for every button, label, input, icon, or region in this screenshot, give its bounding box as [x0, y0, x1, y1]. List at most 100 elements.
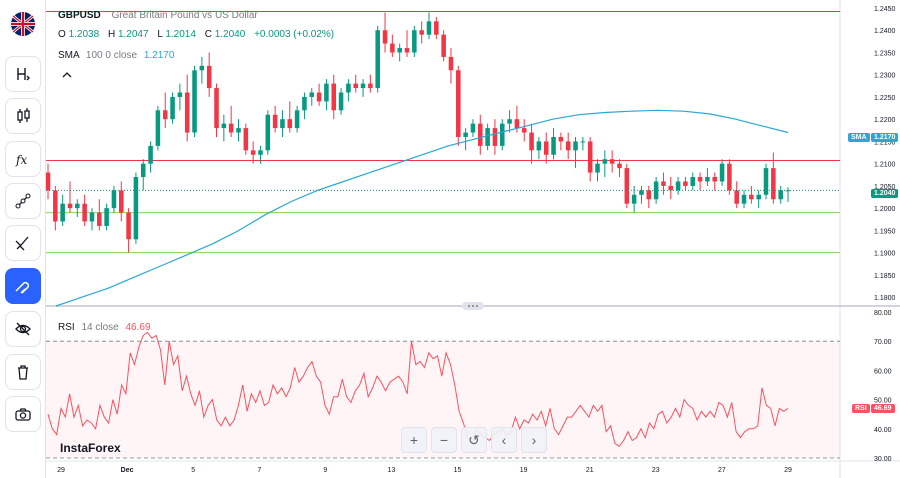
time-tick-label: 21 [586, 467, 594, 474]
time-tick-label: 27 [718, 467, 726, 474]
rsi-value: 46.69 [125, 322, 151, 333]
candle-body [587, 141, 593, 173]
candle-body [514, 119, 520, 129]
candle-body [441, 34, 446, 57]
candle-body [521, 128, 527, 133]
time-tick-label: 29 [57, 467, 65, 474]
candle-body [382, 30, 388, 44]
watermark-logo: InstaForex [60, 441, 121, 455]
price-tick-label: 1.2000 [874, 206, 896, 213]
candle-body [617, 163, 622, 169]
rsi-tick-label: 40.00 [874, 427, 892, 434]
zoom-in-button[interactable]: + [401, 427, 427, 453]
time-tick-label: Dec [121, 467, 134, 474]
candle-body [426, 21, 432, 35]
time-tick-label: 9 [323, 467, 327, 474]
chart-type-button[interactable] [5, 98, 41, 134]
candle-body [741, 194, 747, 204]
rsi-tick-label: 50.00 [874, 398, 892, 405]
candle-body [75, 203, 80, 209]
candle-body [712, 177, 718, 182]
price-tick-label: 1.2200 [874, 117, 896, 124]
sma-legend[interactable]: SMA 100 0 close 1.2170 [58, 50, 180, 61]
close-label: C [204, 29, 212, 40]
scroll-right-button[interactable]: › [521, 427, 547, 453]
camera-icon [15, 408, 31, 421]
zoom-out-button[interactable]: − [431, 427, 457, 453]
time-tick-label: 15 [454, 467, 462, 474]
candle-body [771, 168, 776, 200]
rsi-tick-label: 30.00 [874, 456, 892, 463]
candle-body [734, 190, 739, 204]
symbol-name[interactable]: GBPUSD [58, 10, 101, 21]
candle-body [785, 190, 791, 192]
time-tick-label: 5 [191, 467, 195, 474]
candle-body [719, 163, 725, 182]
candle-body [162, 110, 168, 120]
magnet-button[interactable] [5, 268, 41, 304]
candle-body [155, 110, 161, 146]
candle-body [338, 92, 344, 111]
candle-body [448, 56, 454, 71]
candle-body [778, 190, 783, 200]
candle-body [53, 190, 58, 222]
candle-body [675, 181, 681, 191]
alerts-button[interactable] [5, 354, 41, 390]
chart-canvas[interactable]: 1.2450 1.2400 1.2350 1.2300 1.2250 1.2200 1.21… [46, 0, 900, 478]
sma-value: 1.2170 [143, 50, 175, 61]
candle-body [316, 92, 322, 102]
candle-body [565, 141, 571, 151]
candle-body [463, 132, 468, 137]
brush-tools-button[interactable] [5, 225, 41, 261]
high-value: 1.2047 [117, 29, 149, 40]
snapshot-button[interactable] [5, 396, 41, 432]
candle-body [360, 83, 366, 89]
candle-body [170, 96, 175, 120]
functions-button[interactable]: fx [5, 141, 41, 177]
drawing-tools-button[interactable] [5, 183, 41, 219]
price-tick-label: 1.2300 [874, 73, 896, 80]
price-tick-label: 1.2450 [874, 6, 896, 13]
candle-body [690, 177, 696, 186]
candle-body [346, 83, 351, 93]
candle-body [456, 70, 461, 137]
hide-drawings-button[interactable] [5, 311, 41, 347]
fx-icon: fx [15, 153, 27, 167]
pane-resize-handle[interactable] [462, 302, 484, 310]
candle-body [697, 177, 703, 182]
collapse-legend-button[interactable] [59, 70, 75, 84]
candle-body [404, 48, 410, 53]
rsi-params: 14 close [81, 322, 119, 333]
candle-body [668, 185, 674, 191]
candle-body [302, 96, 307, 111]
candle-body [104, 208, 109, 226]
candle-body [609, 159, 615, 164]
candle-body [573, 141, 578, 151]
open-label: O [58, 29, 66, 40]
chart-area[interactable]: 1.2450 1.2400 1.2350 1.2300 1.2250 1.2200 1.21… [46, 0, 900, 478]
price-tick-label: 1.1950 [874, 228, 896, 235]
indicators-button[interactable] [5, 56, 41, 92]
candle-body [368, 83, 373, 89]
candle-body [97, 212, 102, 226]
rsi-label: RSI [58, 322, 75, 333]
rsi-tick-label: 80.00 [874, 310, 892, 317]
reset-zoom-button[interactable]: ↺ [461, 427, 487, 453]
last-price-tag: 1.2040 [871, 189, 899, 198]
candle-body [82, 203, 87, 222]
price-tick-label: 1.2250 [874, 95, 896, 102]
candle-body [199, 65, 205, 71]
price-tick-label: 1.1800 [874, 295, 896, 302]
candle-body [749, 194, 754, 200]
candle-body [331, 83, 337, 111]
price-tick-label: 1.2350 [874, 50, 896, 57]
rsi-tick-label: 70.00 [874, 339, 892, 346]
scroll-left-button[interactable]: ‹ [491, 427, 517, 453]
sma-params: 100 0 close [85, 50, 138, 61]
gbp-usd-flag-icon[interactable] [10, 11, 36, 37]
candle-body [683, 181, 688, 186]
high-label: H [107, 29, 116, 40]
trash-alert-icon [18, 365, 28, 380]
rsi-legend[interactable]: RSI 14 close 46.69 [58, 322, 157, 333]
sma-price-tag: 1.2170 [871, 133, 899, 142]
